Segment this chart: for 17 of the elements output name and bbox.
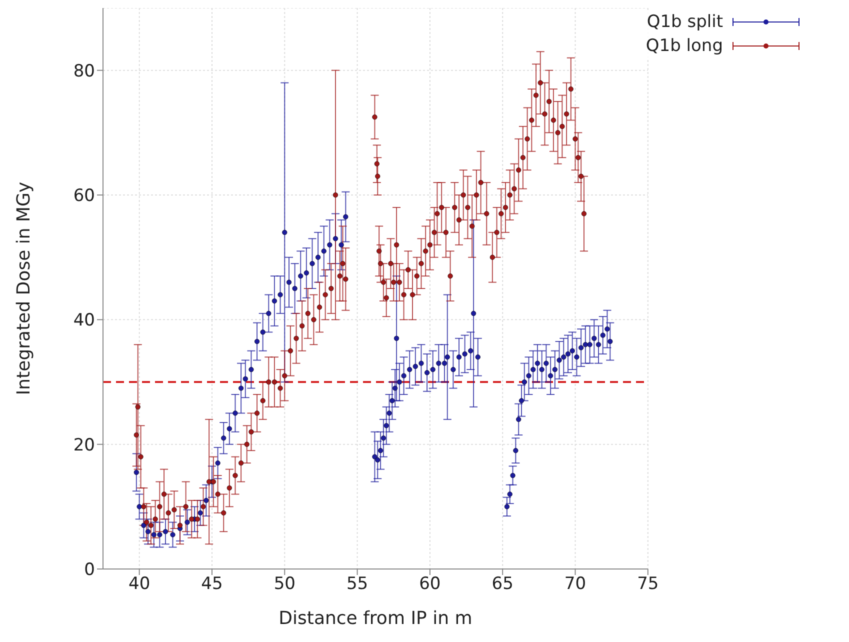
x-tick-label: 65 bbox=[492, 574, 514, 594]
x-tick-label: 60 bbox=[419, 574, 441, 594]
x-tick-label: 45 bbox=[201, 574, 223, 594]
x-tick-label: 55 bbox=[346, 574, 368, 594]
y-axis-title: Integrated Dose in MGy bbox=[13, 182, 34, 396]
legend-label: Q1b long bbox=[646, 35, 723, 58]
x-tick-label: 50 bbox=[274, 574, 296, 594]
x-tick-label: 70 bbox=[564, 574, 586, 594]
x-tick-label: 40 bbox=[128, 574, 150, 594]
legend-label: Q1b split bbox=[646, 11, 723, 34]
y-tick-label: 20 bbox=[73, 435, 95, 456]
x-axis-title: Distance from IP in m bbox=[278, 608, 472, 629]
y-tick-label: 80 bbox=[73, 61, 95, 82]
y-tick-label: 0 bbox=[84, 560, 95, 580]
y-tick-label: 40 bbox=[73, 310, 95, 331]
y-tick-label: 60 bbox=[73, 186, 95, 206]
x-tick-label: 75 bbox=[637, 574, 659, 594]
